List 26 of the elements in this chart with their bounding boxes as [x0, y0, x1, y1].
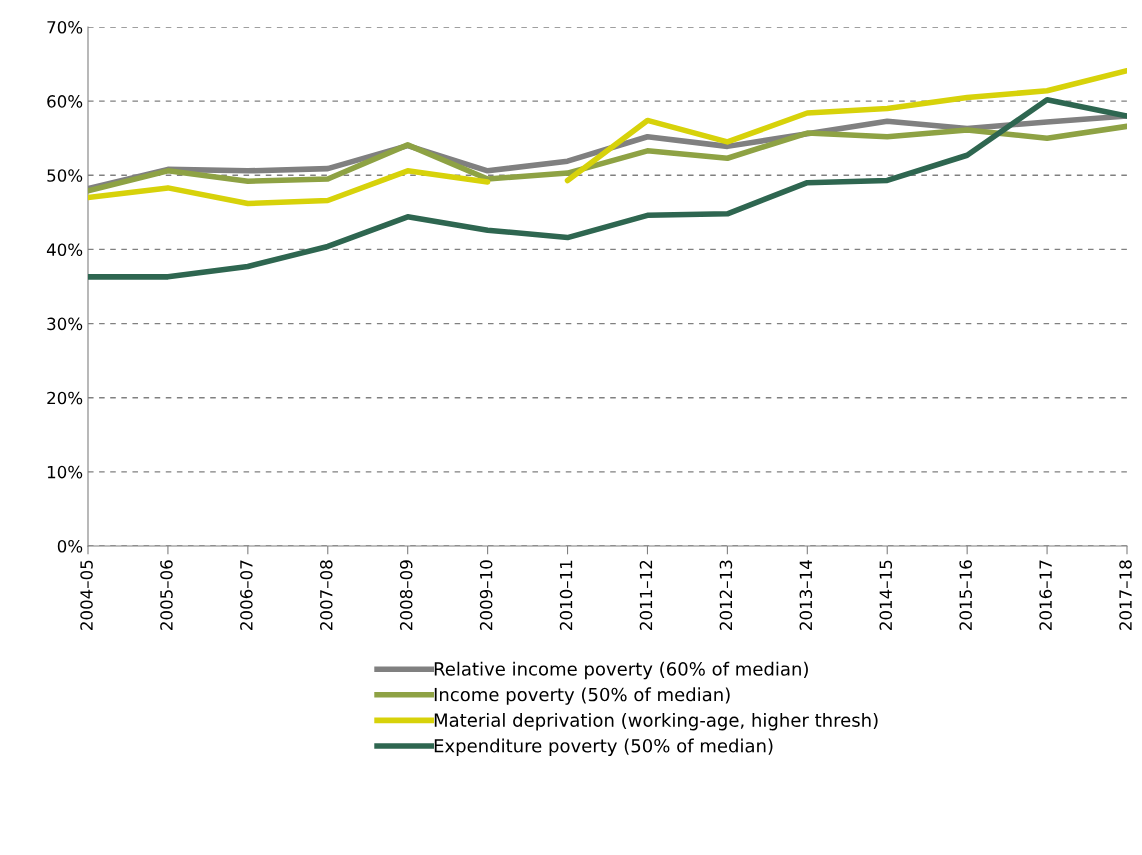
y-tick-label: 40%	[46, 243, 83, 256]
y-tick-label: 10%	[47, 465, 83, 479]
x-tick-label: 2005–06	[160, 560, 173, 630]
x-tick-label: 2011–12	[639, 560, 653, 630]
y-tick-label: 20%	[47, 391, 83, 405]
legend-label: Material deprivation (working-age, higher thresh)	[434, 712, 878, 731]
x-tick-label: 2015–16	[959, 560, 972, 630]
x-tick-label: 2016–17	[1039, 560, 1052, 630]
y-tick-label: 50%	[47, 169, 83, 182]
y-tick-label: 60%	[47, 95, 83, 108]
y-tick-label: 0%	[57, 539, 83, 553]
x-tick-label: 2010–11	[559, 560, 573, 630]
legend-label: Relative income poverty (60% of median)	[434, 661, 808, 680]
x-tick-label: 2013–14	[799, 560, 813, 630]
x-tick-label: 2017–18	[1119, 560, 1132, 630]
x-tick-label: 2006–07	[240, 560, 253, 630]
y-tick-label: 70%	[47, 20, 83, 34]
legend-label: Income poverty (50% of median)	[434, 687, 730, 705]
x-tick-label: 2012–13	[719, 560, 733, 630]
y-tick-label: 30%	[47, 317, 83, 331]
legend-label: Expenditure poverty (50% of median)	[434, 738, 773, 757]
x-tick-label: 2007–08	[320, 560, 333, 630]
x-tick-label: 2008–09	[399, 560, 413, 630]
x-tick-label: 2014–15	[879, 560, 893, 630]
x-tick-label: 2004–05	[80, 560, 93, 630]
x-tick-label: 2009–10	[479, 560, 493, 630]
